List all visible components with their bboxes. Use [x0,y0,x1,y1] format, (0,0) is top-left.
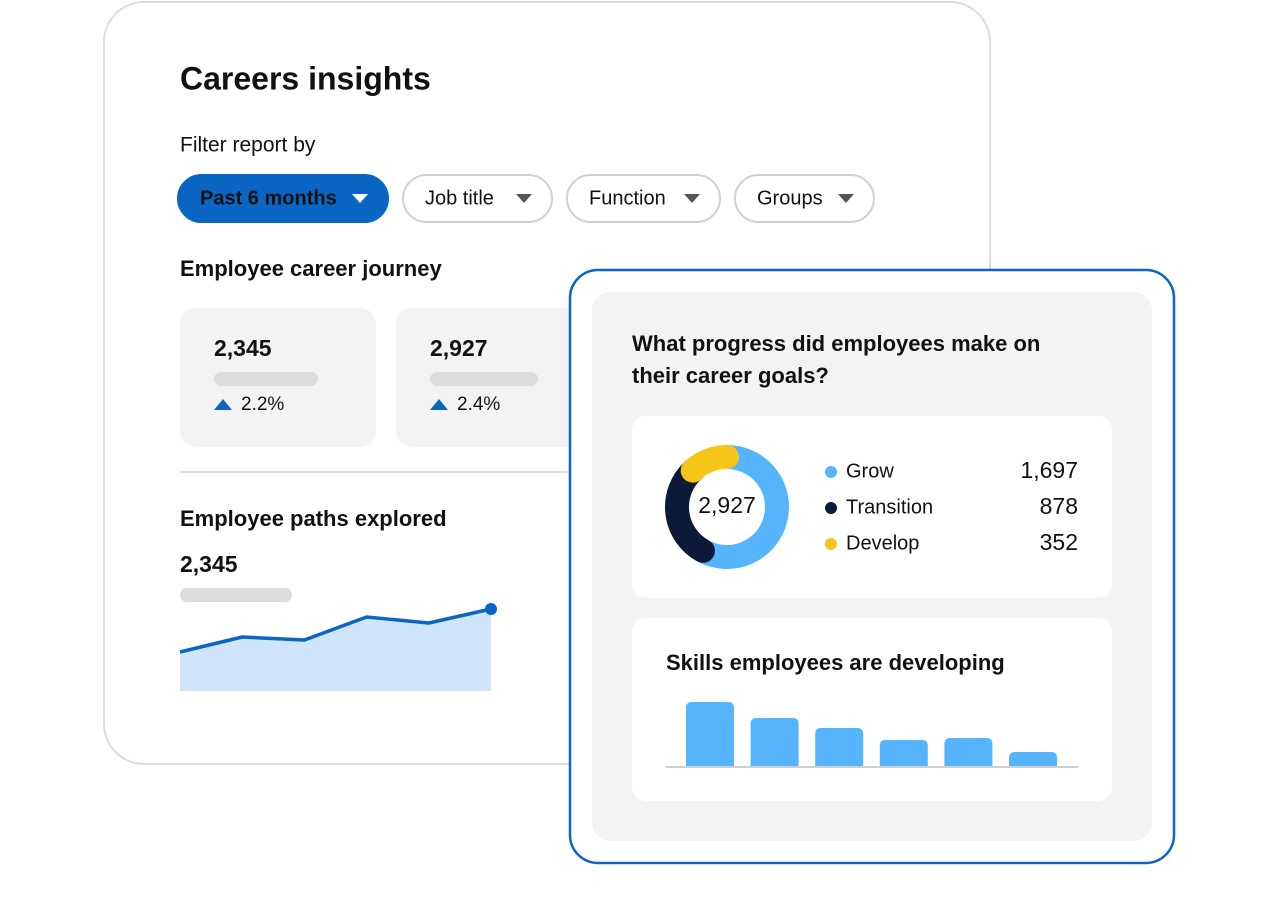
placeholder-bar [180,588,292,602]
donut-segment [697,445,789,569]
stat-value: 2,927 [430,335,488,361]
legend-name: Develop [846,532,919,554]
filter-text: Groups [757,187,823,209]
dropdown-caret [352,194,368,203]
filter-pill[interactable] [734,174,875,223]
donut-segment [680,445,739,483]
bar [1009,752,1057,766]
progress-title: What progress did employees make on thei… [632,331,1041,388]
dropdown-caret [516,194,532,203]
stat-value: 2,345 [214,335,272,361]
donut-center: 2,927 [698,492,756,518]
up-arrow [214,399,232,410]
end-point [485,603,497,615]
legend-swatch [825,538,837,550]
legend-name: Grow [846,460,894,482]
filter-pill[interactable] [566,174,721,223]
stat-change: 2.4% [457,394,500,415]
paths-total: 2,345 [180,551,238,577]
legend-swatch [825,466,837,478]
filter-label: Filter report by [180,134,316,157]
filter-text: Past 6 months [200,187,337,209]
filter-text: Function [589,187,666,209]
bar [815,728,864,766]
legend-value: 878 [1040,493,1078,519]
dropdown-caret [684,194,700,203]
bar [750,718,799,766]
filter-text: Job title [425,187,494,209]
section-title: Employee paths explored [180,506,447,531]
bar [879,740,928,766]
legend-value: 352 [1040,529,1078,555]
legend-swatch [825,502,837,514]
stat-change: 2.2% [241,394,284,415]
placeholder-bar [430,372,538,386]
filter-pill[interactable] [402,174,553,223]
skills-title: Skills employees are developing [666,650,1005,675]
filter-pill[interactable] [177,174,389,223]
bar [686,702,734,766]
dropdown-caret [838,194,854,203]
up-arrow [430,399,448,410]
bar [944,738,993,766]
legend-name: Transition [846,496,933,518]
area-fill [180,609,491,691]
placeholder-bar [214,372,318,386]
legend-value: 1,697 [1020,457,1078,483]
area-line [179,607,492,654]
page-title: Careers insights [180,60,431,96]
section-title: Employee career journey [180,256,442,281]
